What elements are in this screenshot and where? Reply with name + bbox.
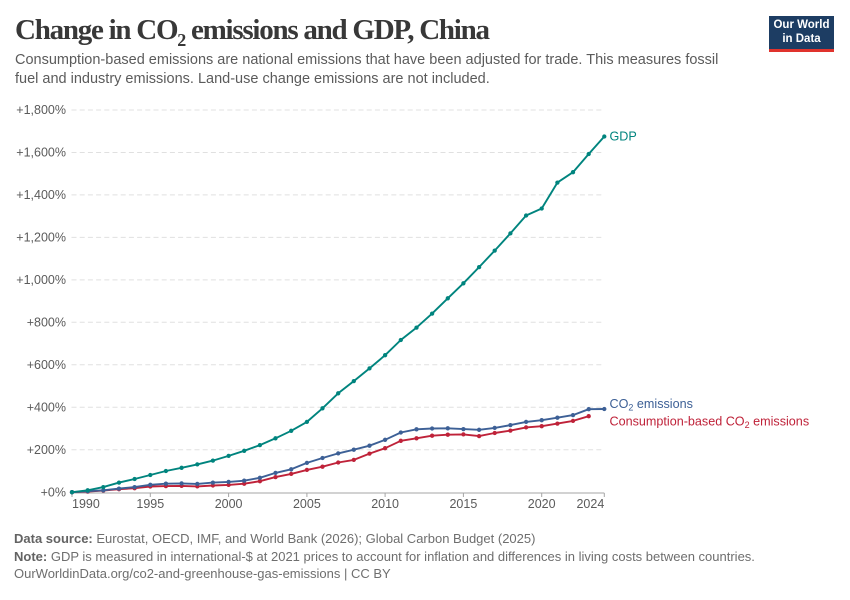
svg-text:+1,000%: +1,000% — [16, 273, 66, 287]
svg-text:+400%: +400% — [27, 401, 66, 415]
svg-text:+1,400%: +1,400% — [16, 188, 66, 202]
svg-text:+800%: +800% — [27, 316, 66, 330]
svg-text:2000: 2000 — [215, 497, 243, 511]
svg-text:GDP: GDP — [610, 129, 637, 143]
svg-text:+200%: +200% — [27, 443, 66, 457]
svg-text:1995: 1995 — [136, 497, 164, 511]
svg-text:Consumption-based CO2 emission: Consumption-based CO2 emissions — [610, 415, 810, 431]
svg-text:2015: 2015 — [449, 497, 477, 511]
svg-text:+1,800%: +1,800% — [16, 103, 66, 117]
svg-text:+1,200%: +1,200% — [16, 231, 66, 245]
svg-text:1990: 1990 — [72, 497, 100, 511]
svg-text:2010: 2010 — [371, 497, 399, 511]
svg-text:2020: 2020 — [528, 497, 556, 511]
svg-text:CO2 emissions: CO2 emissions — [610, 397, 693, 413]
svg-text:+0%: +0% — [41, 485, 66, 499]
svg-text:+600%: +600% — [27, 358, 66, 372]
svg-text:2005: 2005 — [293, 497, 321, 511]
svg-text:2024: 2024 — [576, 497, 604, 511]
svg-text:+1,600%: +1,600% — [16, 146, 66, 160]
